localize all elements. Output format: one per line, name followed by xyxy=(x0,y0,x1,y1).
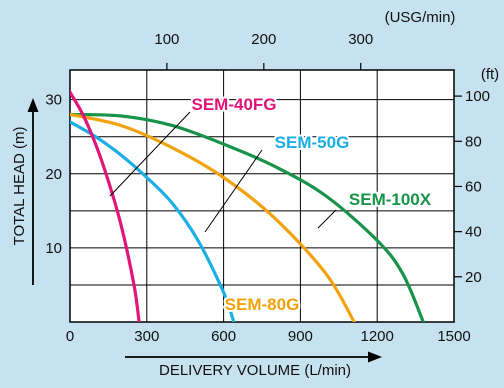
y-tick-label: 20 xyxy=(45,166,62,183)
grid-lines xyxy=(70,70,454,322)
right-tick-label: 60 xyxy=(465,178,482,195)
series-label-sem-80g: SEM-80G xyxy=(225,295,300,314)
series-layer xyxy=(70,90,425,322)
x-tick-label: 0 xyxy=(66,328,74,345)
right-tick-label: 100 xyxy=(465,88,490,105)
top-tick-label: 200 xyxy=(251,31,276,48)
series-line-sem-50g xyxy=(70,120,236,322)
series-line-sem-100x xyxy=(70,112,425,322)
tick-labels: 0 300 600 900 1200 1500 10 20 30 100 200 300 100 80 60… xyxy=(45,31,490,345)
top-tick-label: 300 xyxy=(348,31,373,48)
x-tick-label: 900 xyxy=(288,328,313,345)
x-axis-arrow xyxy=(125,351,382,363)
series-label-sem-100x: SEM-100X xyxy=(349,190,432,209)
y-axis-arrow xyxy=(27,98,39,285)
y-tick-label: 30 xyxy=(45,92,62,109)
leader-line-sem-40fg xyxy=(109,111,191,197)
series-label-sem-40fg: SEM-40FG xyxy=(191,95,276,114)
series-line-sem-40fg xyxy=(70,90,141,322)
right-tick-label: 20 xyxy=(465,269,482,286)
y-axis-title: TOTAL HEAD (m) xyxy=(11,127,28,246)
series-labels: SEM-40FG SEM-50G SEM-80G SEM-100X xyxy=(189,93,433,316)
leader-lines xyxy=(109,111,337,233)
series-label-sem-50g: SEM-50G xyxy=(275,133,350,152)
x-tick-label: 1500 xyxy=(437,328,470,345)
y-tick-label: 10 xyxy=(45,240,62,257)
series-line-sem-80g xyxy=(70,112,356,322)
right-tick-label: 80 xyxy=(465,133,482,150)
leader-line-sem-50g xyxy=(204,149,263,233)
x-tick-label: 1200 xyxy=(361,328,394,345)
leader-line-sem-100x xyxy=(317,209,337,229)
right-tick-label: 40 xyxy=(465,224,482,241)
top-axis-unit-label: (USG/min) xyxy=(385,9,456,26)
top-tick-label: 100 xyxy=(154,31,179,48)
right-axis-unit-label: (ft) xyxy=(481,66,499,83)
x-tick-label: 300 xyxy=(134,328,159,345)
x-tick-label: 600 xyxy=(211,328,236,345)
x-axis-title: DELIVERY VOLUME (L/min) xyxy=(159,362,351,379)
